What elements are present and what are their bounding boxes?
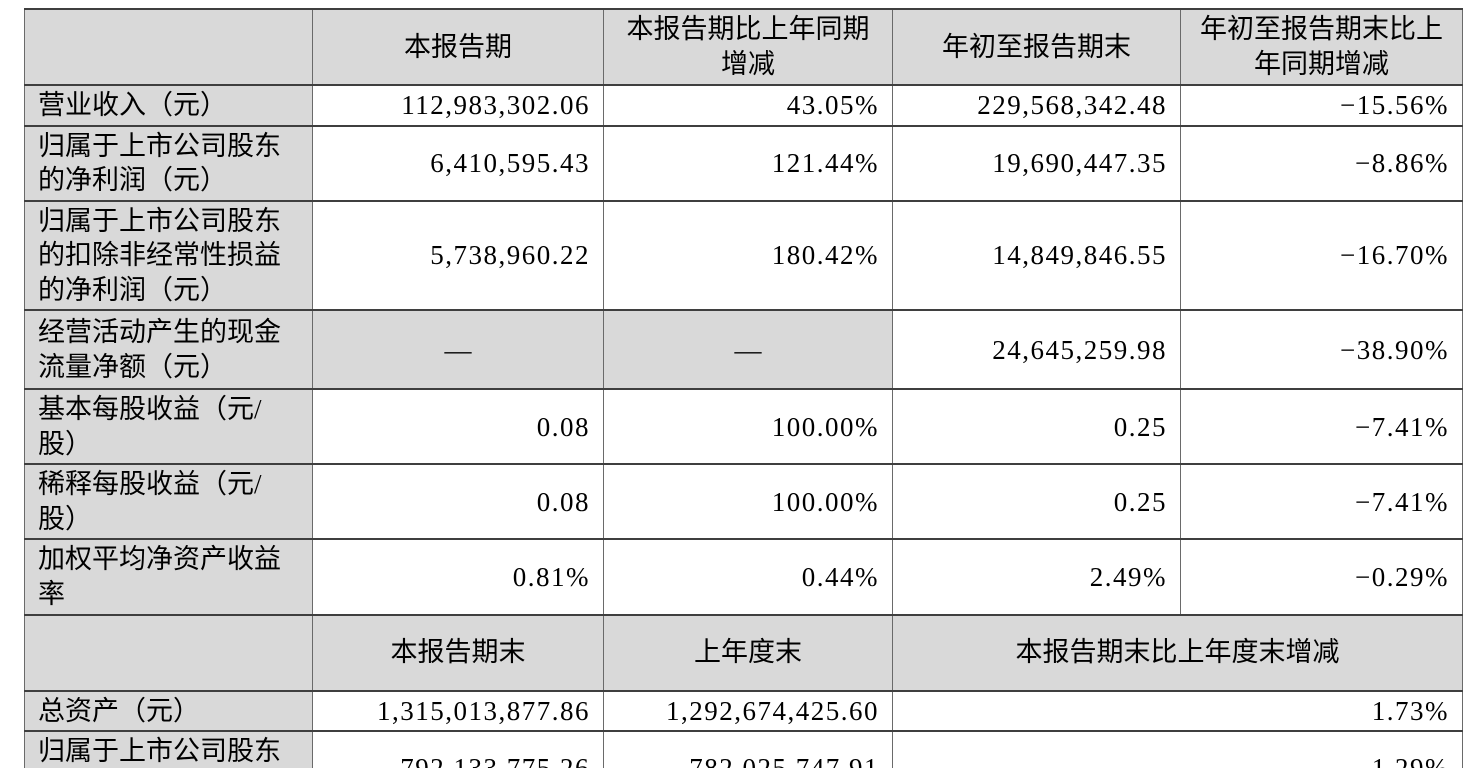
row-label: 基本每股收益（元/股） (24, 388, 313, 466)
cell-ytd-yoy-change: −8.86% (1180, 124, 1463, 202)
table-row-basic-eps: 基本每股收益（元/股） 0.08 100.00% 0.25 −7.41% (24, 388, 1463, 466)
table-row-operating-cash-flow: 经营活动产生的现金流量净额（元） — — 24,645,259.98 −38.9… (24, 309, 1463, 391)
cell-current-period: 112,983,302.06 (312, 84, 604, 127)
cell-ytd-yoy-change: −7.41% (1180, 463, 1463, 541)
cell-yoy-change: 100.00% (603, 463, 893, 541)
cell-ytd: 24,645,259.98 (892, 309, 1181, 391)
cell-ytd: 19,690,447.35 (892, 124, 1181, 202)
row-label: 营业收入（元） (24, 84, 313, 127)
cell-ytd-yoy-change: −15.56% (1180, 84, 1463, 127)
cell-yoy-change-dash: — (603, 309, 893, 391)
header-change-vs-prior-year-end: 本报告期末比上年度末增减 (892, 613, 1463, 692)
cell-end-of-prior-year: 782,025,747.91 (603, 730, 893, 768)
row-label: 总资产（元） (24, 689, 313, 733)
cell-current-period: 5,738,960.22 (312, 199, 604, 312)
header-ytd-yoy-change: 年初至报告期末比上年同期增减 (1180, 8, 1463, 86)
cell-end-of-period: 792,133,775.26 (312, 730, 604, 768)
cell-yoy-change: 121.44% (603, 124, 893, 202)
table-row-net-profit-excl-nonrecurring: 归属于上市公司股东的扣除非经常性损益的净利润（元） 5,738,960.22 1… (24, 199, 1463, 312)
cell-yoy-change: 43.05% (603, 84, 893, 127)
header-ytd: 年初至报告期末 (892, 8, 1181, 86)
cell-ytd: 0.25 (892, 388, 1181, 466)
cell-ytd: 229,568,342.48 (892, 84, 1181, 127)
table-row-revenue: 营业收入（元） 112,983,302.06 43.05% 229,568,34… (24, 84, 1463, 127)
cell-ytd-yoy-change: −38.90% (1180, 309, 1463, 391)
cell-end-of-period: 1,315,013,877.86 (312, 689, 604, 733)
cell-yoy-change: 0.44% (603, 538, 893, 616)
cell-current-period: 6,410,595.43 (312, 124, 604, 202)
header-corner-cell (24, 613, 313, 692)
header-end-of-period: 本报告期末 (312, 613, 604, 692)
cell-change: 1.29% (892, 730, 1463, 768)
header-row-period: 本报告期 本报告期比上年同期增减 年初至报告期末 年初至报告期末比上年同期增减 (24, 8, 1463, 86)
financial-summary-table: 本报告期 本报告期比上年同期增减 年初至报告期末 年初至报告期末比上年同期增减 … (24, 8, 1463, 768)
cell-yoy-change: 100.00% (603, 388, 893, 466)
header-end-of-prior-year: 上年度末 (603, 613, 893, 692)
table-row-net-profit: 归属于上市公司股东的净利润（元） 6,410,595.43 121.44% 19… (24, 124, 1463, 202)
cell-ytd-yoy-change: −7.41% (1180, 388, 1463, 466)
row-label: 加权平均净资产收益率 (24, 538, 313, 616)
header-row-balance: 本报告期末 上年度末 本报告期末比上年度末增减 (24, 613, 1463, 692)
cell-yoy-change: 180.42% (603, 199, 893, 312)
row-label: 归属于上市公司股东的扣除非经常性损益的净利润（元） (24, 199, 313, 312)
row-label: 经营活动产生的现金流量净额（元） (24, 309, 313, 391)
cell-ytd: 14,849,846.55 (892, 199, 1181, 312)
row-label: 归属于上市公司股东的所有者权益（元） (24, 730, 313, 768)
table-row-equity-attributable: 归属于上市公司股东的所有者权益（元） 792,133,775.26 782,02… (24, 730, 1463, 768)
cell-ytd-yoy-change: −16.70% (1180, 199, 1463, 312)
table-row-total-assets: 总资产（元） 1,315,013,877.86 1,292,674,425.60… (24, 689, 1463, 733)
cell-current-period: 0.08 (312, 463, 604, 541)
cell-ytd: 0.25 (892, 463, 1181, 541)
table-row-weighted-avg-roe: 加权平均净资产收益率 0.81% 0.44% 2.49% −0.29% (24, 538, 1463, 616)
row-label: 稀释每股收益（元/股） (24, 463, 313, 541)
row-label: 归属于上市公司股东的净利润（元） (24, 124, 313, 202)
cell-end-of-prior-year: 1,292,674,425.60 (603, 689, 893, 733)
header-corner-cell (24, 8, 313, 86)
cell-current-period: 0.08 (312, 388, 604, 466)
header-yoy-change: 本报告期比上年同期增减 (603, 8, 893, 86)
table-row-diluted-eps: 稀释每股收益（元/股） 0.08 100.00% 0.25 −7.41% (24, 463, 1463, 541)
cell-current-period: 0.81% (312, 538, 604, 616)
cell-change: 1.73% (892, 689, 1463, 733)
cell-ytd: 2.49% (892, 538, 1181, 616)
header-current-period: 本报告期 (312, 8, 604, 86)
cell-current-period-dash: — (312, 309, 604, 391)
cell-ytd-yoy-change: −0.29% (1180, 538, 1463, 616)
